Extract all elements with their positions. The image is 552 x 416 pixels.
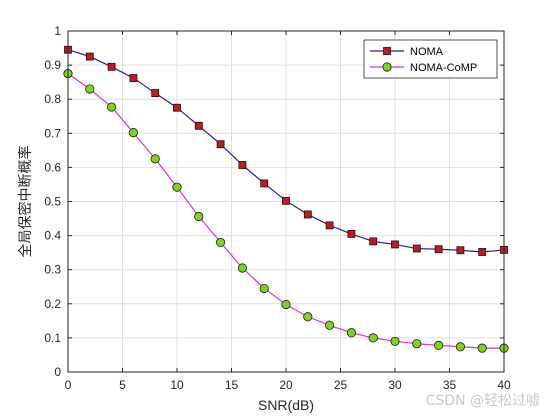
data-point (346, 328, 356, 338)
legend-marker (383, 47, 391, 55)
legend-item: NOMA-CoMP (370, 62, 477, 74)
data-point (412, 244, 421, 253)
data-point (281, 299, 291, 310)
y-tick-label: 0.8 (44, 92, 61, 106)
x-tick-label: 30 (388, 378, 402, 392)
data-point (391, 240, 399, 249)
x-tick-label: 0 (65, 378, 72, 392)
legend-label: NOMA-CoMP (410, 62, 477, 74)
data-point (368, 333, 378, 343)
y-tick-label: 1 (54, 24, 61, 38)
data-point (129, 74, 138, 82)
data-point (85, 52, 94, 61)
data-point (260, 179, 269, 188)
data-point (369, 237, 378, 246)
legend-item: NOMA (370, 46, 444, 58)
data-point (477, 343, 487, 353)
watermark: CSDN @轻松过嘘 (425, 393, 540, 409)
data-point (347, 229, 356, 238)
y-tick-label: 0.1 (44, 331, 61, 345)
series-noma (64, 45, 508, 256)
data-point (390, 336, 400, 346)
y-tick-label: 0 (54, 365, 61, 379)
data-point (216, 237, 226, 248)
y-tick-label: 0.3 (44, 263, 61, 277)
data-point (150, 154, 160, 164)
legend-label: NOMA (410, 46, 444, 58)
x-tick-label: 20 (279, 378, 293, 392)
x-tick-label: 15 (225, 378, 239, 392)
data-point (303, 210, 312, 219)
x-tick-label: 40 (497, 378, 511, 392)
data-point (151, 89, 160, 97)
data-point (282, 196, 290, 205)
y-tick-label: 0.9 (44, 58, 61, 72)
data-point (303, 312, 313, 322)
y-tick-label: 0.4 (44, 229, 61, 243)
data-point (259, 283, 269, 294)
data-point (325, 221, 334, 230)
axis-ticks: 0 5 10 15 20 25 30 35 40 0 0.1 0.2 0.3 0.4 0.5 0.6 0.7 0.… (44, 24, 511, 392)
data-point (216, 140, 225, 149)
data-point (433, 340, 444, 351)
data-point (194, 121, 203, 130)
data-point (194, 211, 204, 222)
x-tick-label: 25 (334, 378, 348, 392)
data-point (107, 62, 116, 71)
legend: NOMA NOMA-CoMP (363, 39, 498, 79)
data-point (237, 263, 247, 273)
data-point (455, 342, 465, 352)
legend-marker (382, 62, 392, 72)
x-axis-label: SNR(dB) (258, 397, 314, 413)
data-point (107, 102, 117, 112)
data-point (456, 246, 465, 255)
data-point (324, 320, 335, 330)
legend-box (363, 39, 498, 79)
y-axis-label: 全局保密中断概率 (17, 146, 33, 258)
data-point (434, 245, 443, 254)
y-tick-label: 0.5 (44, 195, 61, 209)
data-point (172, 182, 182, 192)
data-point (173, 103, 181, 112)
x-tick-label: 10 (170, 378, 184, 392)
data-point (412, 339, 422, 349)
x-tick-label: 35 (443, 378, 457, 392)
data-point (85, 84, 95, 94)
y-tick-label: 0.2 (44, 297, 61, 311)
data-point (128, 128, 138, 138)
data-point (478, 248, 487, 256)
x-tick-label: 5 (119, 378, 126, 392)
y-tick-label: 0.6 (44, 160, 61, 174)
data-point (238, 161, 247, 169)
y-tick-label: 0.7 (44, 126, 61, 140)
